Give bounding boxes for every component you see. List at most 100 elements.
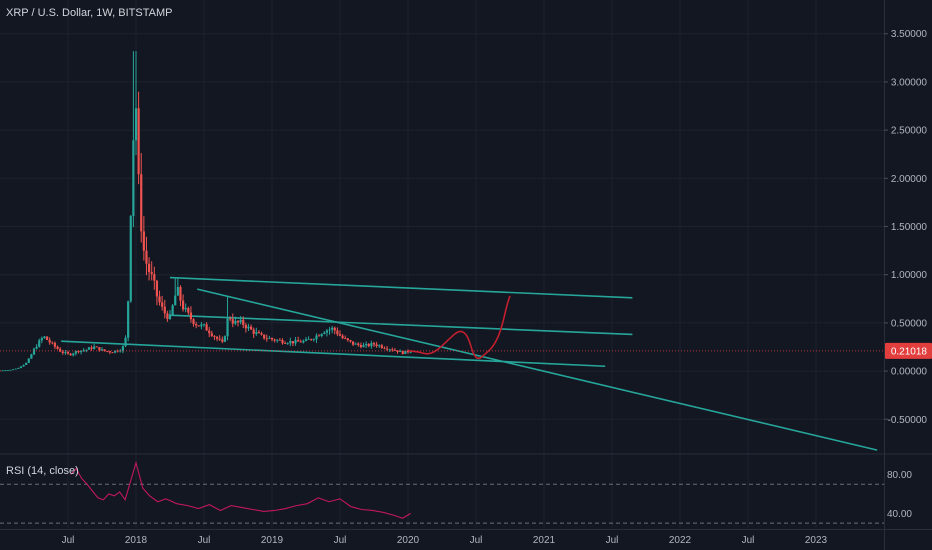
candle-body-9[interactable] <box>22 364 25 367</box>
candle-body-57[interactable] <box>147 263 151 273</box>
candle-body-71[interactable] <box>184 307 187 310</box>
trendline-3[interactable] <box>197 288 878 451</box>
candle-body-99[interactable] <box>257 332 261 334</box>
candle-body-129[interactable] <box>336 330 339 335</box>
trendline-2[interactable] <box>61 340 606 368</box>
candle-body-98[interactable] <box>255 332 258 334</box>
candle-body-93[interactable] <box>242 319 245 325</box>
candle-body-39[interactable] <box>100 349 104 351</box>
candle-body-73[interactable] <box>189 312 193 320</box>
candle-body-103[interactable] <box>268 338 271 339</box>
rsi-line[interactable] <box>70 460 412 519</box>
candle-body-25[interactable] <box>64 352 67 353</box>
candle-body-40[interactable] <box>103 349 106 351</box>
candle-body-127[interactable] <box>331 327 334 330</box>
candle-body-86[interactable] <box>223 336 227 342</box>
candle-body-88[interactable] <box>229 318 232 320</box>
candle-body-79[interactable] <box>205 324 208 331</box>
candle-body-11[interactable] <box>27 358 30 363</box>
candle-body-95[interactable] <box>247 326 250 329</box>
candles[interactable] <box>0 51 412 372</box>
candle-body-21[interactable] <box>53 342 57 347</box>
candle-body-153[interactable] <box>399 350 402 353</box>
candle-body-115[interactable] <box>299 341 302 343</box>
candle-body-7[interactable] <box>17 368 20 369</box>
candle-body-142[interactable] <box>370 343 373 347</box>
candle-body-66[interactable] <box>171 305 174 315</box>
candle-body-130[interactable] <box>338 334 342 336</box>
candle-body-8[interactable] <box>19 366 23 369</box>
candle-body-81[interactable] <box>210 333 213 337</box>
candle-body-135[interactable] <box>351 341 355 345</box>
candle-body-116[interactable] <box>302 340 305 343</box>
candle-body-6[interactable] <box>14 368 17 370</box>
candle-body-32[interactable] <box>82 350 85 352</box>
candle-body-47[interactable] <box>121 346 125 351</box>
candle-body-107[interactable] <box>278 339 281 341</box>
candle-body-146[interactable] <box>380 345 383 348</box>
candle-body-74[interactable] <box>192 319 195 325</box>
candle-body-138[interactable] <box>359 344 363 348</box>
candle-body-154[interactable] <box>401 350 404 354</box>
candle-body-42[interactable] <box>108 351 111 353</box>
candle-body-101[interactable] <box>263 334 266 339</box>
candle-body-77[interactable] <box>200 324 203 327</box>
candle-body-112[interactable] <box>291 341 295 344</box>
candle-body-122[interactable] <box>317 335 321 337</box>
candle-body-34[interactable] <box>87 347 91 350</box>
candle-body-133[interactable] <box>346 338 349 341</box>
candle-body-51[interactable] <box>132 140 135 217</box>
candle-body-157[interactable] <box>409 351 412 353</box>
candle-body-114[interactable] <box>297 340 300 342</box>
candle-body-113[interactable] <box>294 340 297 344</box>
candle-body-150[interactable] <box>391 349 394 351</box>
candle-body-76[interactable] <box>197 325 200 327</box>
candle-body-126[interactable] <box>328 329 331 331</box>
candle-body-124[interactable] <box>323 332 326 334</box>
candle-body-83[interactable] <box>215 336 219 339</box>
candle-body-22[interactable] <box>56 346 59 349</box>
candle-body-0[interactable] <box>0 370 2 372</box>
candle-body-30[interactable] <box>77 350 80 353</box>
candle-body-90[interactable] <box>234 320 237 324</box>
candle-body-68[interactable] <box>176 287 179 296</box>
candle-body-63[interactable] <box>163 306 166 314</box>
candle-body-43[interactable] <box>111 352 114 354</box>
candle-body-152[interactable] <box>396 350 399 353</box>
candle-body-128[interactable] <box>333 327 336 331</box>
candle-body-145[interactable] <box>378 345 381 347</box>
candle-body-64[interactable] <box>166 313 169 319</box>
projection[interactable] <box>407 295 511 360</box>
candle-body-87[interactable] <box>226 318 229 337</box>
candle-body-84[interactable] <box>218 338 221 340</box>
candle-body-80[interactable] <box>208 330 211 334</box>
candle-body-143[interactable] <box>372 343 376 345</box>
candle-body-108[interactable] <box>281 339 284 344</box>
candle-body-2[interactable] <box>4 370 7 372</box>
candle-body-96[interactable] <box>249 326 253 330</box>
candle-body-10[interactable] <box>25 362 28 365</box>
candle-body-155[interactable] <box>404 350 407 354</box>
candle-body-59[interactable] <box>153 274 156 281</box>
candle-body-48[interactable] <box>124 337 127 347</box>
candle-body-148[interactable] <box>385 348 389 350</box>
candle-body-144[interactable] <box>375 344 378 347</box>
candle-body-92[interactable] <box>239 319 242 323</box>
candle-body-131[interactable] <box>341 335 344 339</box>
candle-body-120[interactable] <box>312 339 315 341</box>
candle-body-117[interactable] <box>304 339 308 341</box>
candle-body-132[interactable] <box>344 338 347 340</box>
candle-body-102[interactable] <box>265 338 268 340</box>
candle-body-147[interactable] <box>383 347 386 349</box>
candle-body-137[interactable] <box>357 343 360 345</box>
candle-body-60[interactable] <box>155 280 159 297</box>
candle-body-52[interactable] <box>134 108 138 141</box>
candle-body-136[interactable] <box>354 343 357 345</box>
candle-body-16[interactable] <box>40 338 43 341</box>
candle-body-50[interactable] <box>129 216 132 302</box>
trendline-0[interactable] <box>169 276 633 299</box>
candle-body-24[interactable] <box>61 351 64 353</box>
candle-body-72[interactable] <box>187 307 190 313</box>
candle-body-17[interactable] <box>43 336 46 339</box>
